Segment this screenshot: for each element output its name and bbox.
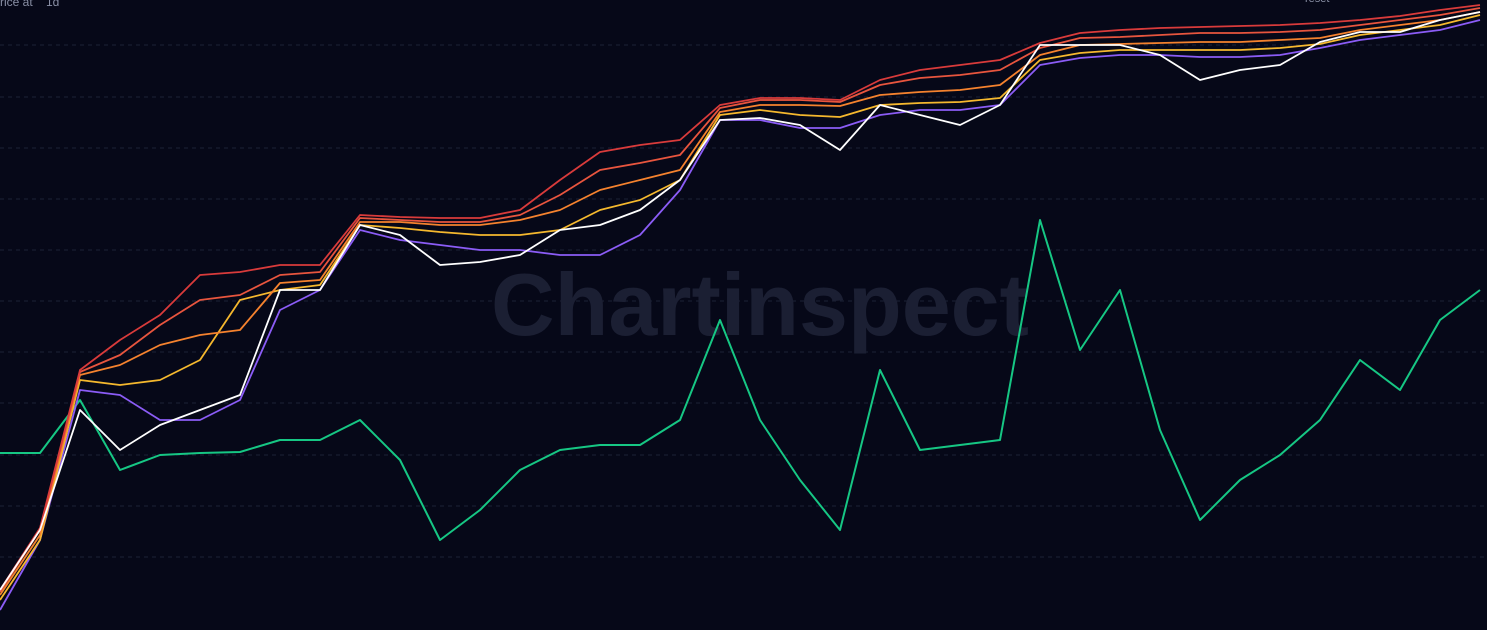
- series-line: [0, 11, 1481, 591]
- series-line: [0, 219, 1481, 541]
- interval-label: rice at: [0, 0, 33, 9]
- watermark: Chartinspect: [491, 255, 1029, 354]
- series-line: [0, 19, 1481, 611]
- series-line: [0, 7, 1481, 593]
- interval[interactable]: 1d: [46, 0, 59, 9]
- series-line: [0, 11, 1481, 596]
- series-line: [0, 4, 1481, 591]
- reset-button[interactable]: reset: [1305, 0, 1329, 5]
- series-line: [0, 14, 1481, 601]
